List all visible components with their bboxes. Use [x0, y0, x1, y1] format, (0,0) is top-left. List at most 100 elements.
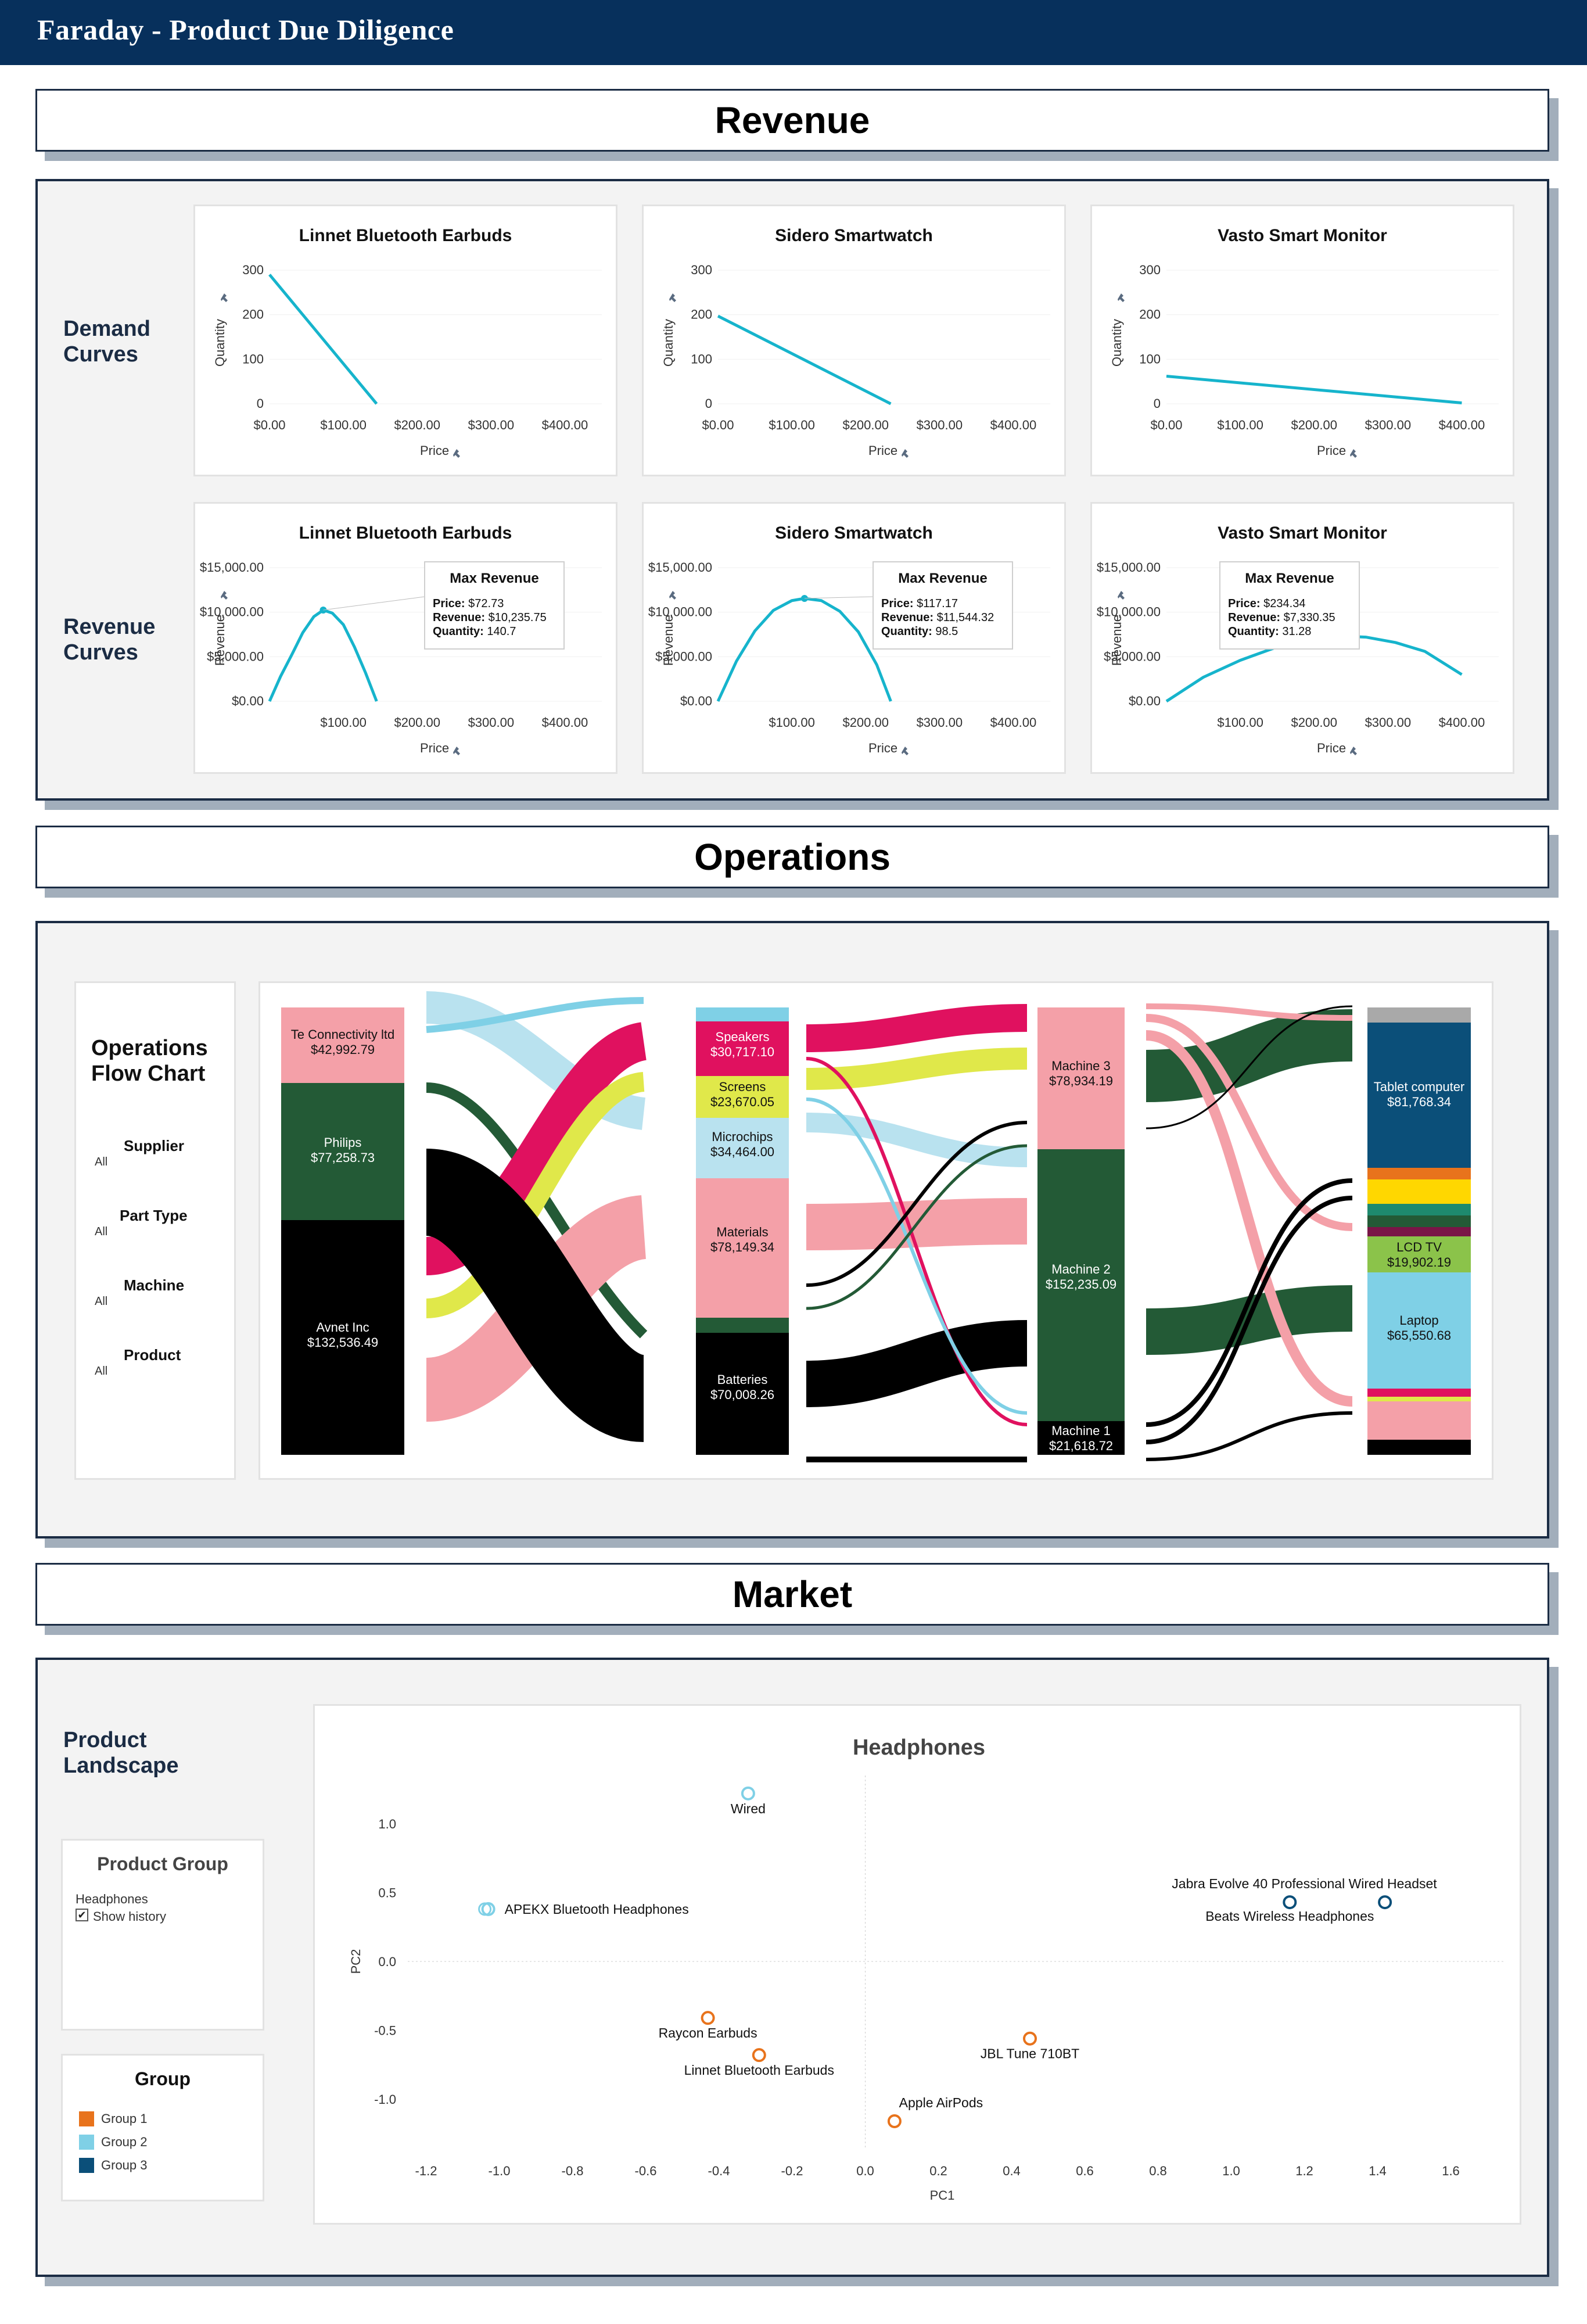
- tooltip-key: Quantity:: [881, 625, 935, 638]
- machine-filter[interactable]: All: [95, 1295, 108, 1308]
- flow-link: [806, 1144, 1028, 1310]
- y-tick-label: -0.5: [374, 2024, 396, 2038]
- node-product-segment: [1367, 1397, 1471, 1401]
- x-tick-label: $300.00: [468, 715, 515, 730]
- node-part-philips: [696, 1318, 789, 1333]
- scatter-point-history: [478, 1902, 492, 1916]
- max-revenue-tooltip: [873, 561, 1013, 650]
- product-group-value[interactable]: Headphones: [76, 1892, 148, 1906]
- node-materials[interactable]: [696, 1178, 789, 1318]
- tooltip-value: $7,330.35: [1284, 611, 1335, 624]
- group-legend-title: Group: [135, 2068, 191, 2089]
- tooltip-row: Quantity: 31.28: [1228, 625, 1311, 638]
- node-batteries[interactable]: [696, 1333, 789, 1455]
- demand-chart-sidero: Sidero Smartwatch 300 200 100 0 $0.00 $100.00 $…: [642, 205, 1066, 476]
- market-section-header: Market: [35, 1563, 1549, 1626]
- node-product-segment: [1367, 1227, 1471, 1236]
- tooltip-row: Price: $234.34: [1228, 597, 1305, 610]
- tooltip-key: Revenue:: [1228, 611, 1284, 624]
- y-tick-label: $10,000.00: [200, 605, 264, 619]
- show-history-label: Show history: [93, 1909, 166, 1924]
- node-label: Te Connectivity ltd: [291, 1027, 395, 1042]
- node-machine-3[interactable]: [1037, 1007, 1125, 1149]
- pin-icon: [902, 747, 909, 755]
- part-type-filter[interactable]: All: [95, 1225, 108, 1238]
- tooltip-key: Quantity:: [1228, 625, 1282, 638]
- legend-group-1[interactable]: Group 1: [79, 2111, 148, 2126]
- y-tick-label: 200: [691, 307, 712, 322]
- scatter-point: [1378, 1895, 1392, 1910]
- legend-label: Group 2: [101, 2135, 148, 2149]
- x-axis-label: Price: [1317, 741, 1346, 755]
- node-avnet[interactable]: [281, 1220, 404, 1455]
- flow-link: [806, 1004, 1028, 1052]
- y-axis-label: Revenue: [661, 615, 676, 666]
- y-tick-label: 0: [1154, 396, 1161, 411]
- x-tick-label: -0.2: [781, 2164, 803, 2178]
- y-tick-label: 300: [242, 263, 264, 277]
- show-history-checkbox[interactable]: ✔: [76, 1909, 88, 1921]
- product-filter[interactable]: All: [95, 1365, 108, 1378]
- x-tick-label: 0.8: [1149, 2164, 1167, 2178]
- chart-title: Headphones: [853, 1735, 985, 1760]
- x-axis-label: PC1: [930, 2188, 955, 2203]
- y-tick-label: $0.00: [1129, 694, 1161, 708]
- node-tablet-computer[interactable]: [1367, 1023, 1471, 1168]
- node-laptop[interactable]: [1367, 1272, 1471, 1389]
- flow-link: [426, 997, 644, 1033]
- tooltip-value: 140.7: [487, 625, 516, 638]
- node-label: LCD TV: [1396, 1240, 1442, 1254]
- node-microchips[interactable]: [696, 1118, 789, 1178]
- y-tick-label: $15,000.00: [1097, 560, 1161, 575]
- tooltip-key: Revenue:: [433, 611, 489, 624]
- x-tick-label: $300.00: [1365, 715, 1412, 730]
- node-machine-2[interactable]: [1037, 1149, 1125, 1421]
- app-title: Faraday - Product Due Diligence: [37, 13, 454, 46]
- series-line: [716, 597, 892, 702]
- node-philips[interactable]: [281, 1083, 404, 1220]
- tooltip-key: Quantity:: [433, 625, 487, 638]
- node-label: Microchips: [712, 1129, 773, 1144]
- tooltip-value: $117.17: [917, 597, 958, 610]
- y-tick-label: 100: [691, 352, 712, 366]
- x-tick-label: $300.00: [917, 715, 963, 730]
- node-value: $23,670.05: [710, 1095, 774, 1109]
- y-tick-label: $5,000.00: [1104, 649, 1161, 664]
- supplier-filter-label: Supplier: [124, 1137, 185, 1154]
- node-label: Machine 3: [1051, 1059, 1111, 1073]
- tooltip-row: Revenue: $11,544.32: [881, 611, 994, 624]
- pin-icon: [453, 747, 460, 755]
- tooltip-title: Max Revenue: [898, 571, 987, 586]
- demand-chart-linnet: Linnet Bluetooth Earbuds 300 200 100 0 $0.00 $…: [193, 205, 617, 476]
- tooltip-row: Price: $72.73: [433, 597, 504, 610]
- max-revenue-tooltip: [424, 561, 565, 650]
- operations-section-header: Operations: [35, 826, 1549, 888]
- x-tick-label: -1.0: [489, 2164, 511, 2178]
- market-panel: Product Landscape Product Group Headphon…: [35, 1658, 1549, 2277]
- y-tick-label: $15,000.00: [648, 560, 712, 575]
- legend-group-3[interactable]: Group 3: [79, 2158, 148, 2173]
- scatter-point: [741, 1786, 755, 1801]
- tooltip-key: Price:: [1228, 597, 1263, 610]
- point-label: Wired: [731, 1801, 766, 1816]
- node-value: $42,992.79: [311, 1042, 375, 1057]
- x-axis-label: Price: [868, 741, 897, 755]
- scatter-point: [701, 2011, 715, 2025]
- y-tick-label: $0.00: [680, 694, 712, 708]
- y-tick-label: $0.00: [232, 694, 264, 708]
- supplier-filter[interactable]: All: [95, 1156, 108, 1168]
- market-section-title: Market: [732, 1573, 853, 1615]
- node-lcd-tv[interactable]: [1367, 1236, 1471, 1272]
- node-speakers[interactable]: [696, 1021, 789, 1076]
- x-tick-label: -0.6: [635, 2164, 657, 2178]
- node-te-connectivity[interactable]: [281, 1007, 404, 1083]
- pin-icon: [221, 591, 228, 600]
- tooltip-row: Quantity: 140.7: [433, 625, 516, 638]
- group-legend: Group Group 1 Group 2 Group 3: [61, 2054, 264, 2201]
- node-value: $152,235.09: [1046, 1277, 1116, 1292]
- chart-title: Linnet Bluetooth Earbuds: [299, 523, 512, 543]
- node-screens[interactable]: [696, 1076, 789, 1118]
- tooltip-value: $11,544.32: [937, 611, 994, 624]
- node-machine-1[interactable]: [1037, 1421, 1125, 1455]
- legend-group-2[interactable]: Group 2: [79, 2135, 148, 2150]
